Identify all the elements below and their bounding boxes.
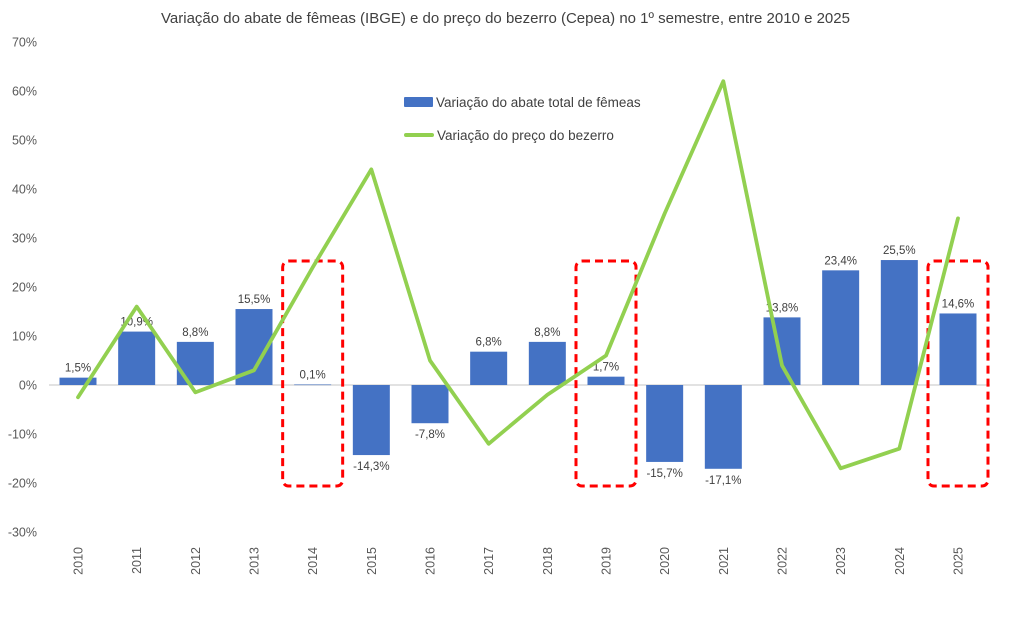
y-tick--20: -20% [8, 477, 37, 491]
y-tick-40: 40% [12, 183, 37, 197]
x-label-2018: 2018 [541, 547, 555, 575]
highlight-box-2025 [926, 259, 990, 488]
bar-label-2023: 23,4% [824, 255, 857, 267]
x-label-2014: 2014 [306, 547, 320, 575]
x-label-2017: 2017 [482, 547, 496, 575]
chart-legend: Variação do abate total de fêmeas Variaç… [404, 92, 641, 145]
bar-2019 [587, 376, 625, 385]
bar-2011 [118, 331, 156, 385]
bar-2025 [939, 313, 977, 385]
bar-label-2024: 25,5% [883, 245, 916, 257]
y-tick--30: -30% [8, 526, 37, 540]
highlight-box-2014 [281, 259, 345, 488]
bar-2014 [294, 384, 332, 386]
bar-label-2025: 14,6% [942, 298, 975, 310]
x-label-2023: 2023 [834, 547, 848, 575]
bar-label-2010: 1,5% [65, 363, 91, 375]
bar-2012 [176, 341, 214, 385]
x-label-2010: 2010 [72, 547, 86, 575]
chart-title: Variação do abate de fêmeas (IBGE) e do … [161, 10, 850, 27]
bar-label-2017: 6,8% [476, 337, 502, 349]
bar-label-2022: 13,8% [766, 302, 799, 314]
y-tick-20: 20% [12, 281, 37, 295]
legend-item-bezerro: Variação do preço do bezerro [404, 125, 641, 145]
bar-2022 [763, 317, 801, 385]
bar-2010 [59, 377, 97, 385]
bar-label-2016: -7,8% [415, 429, 445, 441]
legend-label-abate: Variação do abate total de fêmeas [436, 94, 641, 110]
y-tick-60: 60% [12, 85, 37, 99]
bar-2016 [411, 385, 449, 424]
bar-label-2020: -15,7% [646, 468, 682, 480]
x-label-2013: 2013 [247, 547, 261, 575]
x-label-2016: 2016 [423, 547, 437, 575]
x-label-2020: 2020 [658, 547, 672, 575]
bar-2020 [646, 385, 684, 462]
y-tick-50: 50% [12, 134, 37, 148]
line-series-swatch-icon [404, 133, 434, 137]
bar-2024 [880, 260, 918, 385]
x-label-2022: 2022 [775, 547, 789, 575]
bar-label-2019: 1,7% [593, 362, 619, 374]
price-line [76, 79, 960, 471]
x-label-2019: 2019 [599, 547, 613, 575]
x-label-2011: 2011 [130, 547, 144, 574]
y-tick-10: 10% [12, 330, 37, 344]
x-label-2021: 2021 [717, 547, 731, 575]
x-label-2012: 2012 [189, 547, 203, 575]
legend-item-abate: Variação do abate total de fêmeas [404, 92, 641, 112]
y-tick--10: -10% [8, 428, 37, 442]
bar-label-2018: 8,8% [534, 327, 560, 339]
y-tick-0: 0% [19, 379, 37, 393]
bar-label-2012: 8,8% [182, 327, 208, 339]
bar-series-swatch-icon [404, 97, 433, 107]
x-label-2015: 2015 [365, 547, 379, 575]
bar-2021 [704, 385, 742, 469]
bar-2017 [470, 351, 508, 385]
bar-label-2021: -17,1% [705, 475, 741, 487]
y-tick-70: 70% [12, 36, 37, 50]
bar-label-2015: -14,3% [353, 461, 389, 473]
bar-label-2014: 0,1% [300, 370, 326, 382]
x-label-2024: 2024 [893, 547, 907, 575]
y-tick-30: 30% [12, 232, 37, 246]
bar-2015 [352, 385, 390, 456]
bar-label-2013: 15,5% [238, 294, 271, 306]
x-label-2025: 2025 [951, 547, 965, 575]
bar-2018 [528, 341, 566, 385]
bar-2023 [822, 270, 860, 385]
legend-label-bezerro: Variação do preço do bezerro [437, 127, 614, 143]
